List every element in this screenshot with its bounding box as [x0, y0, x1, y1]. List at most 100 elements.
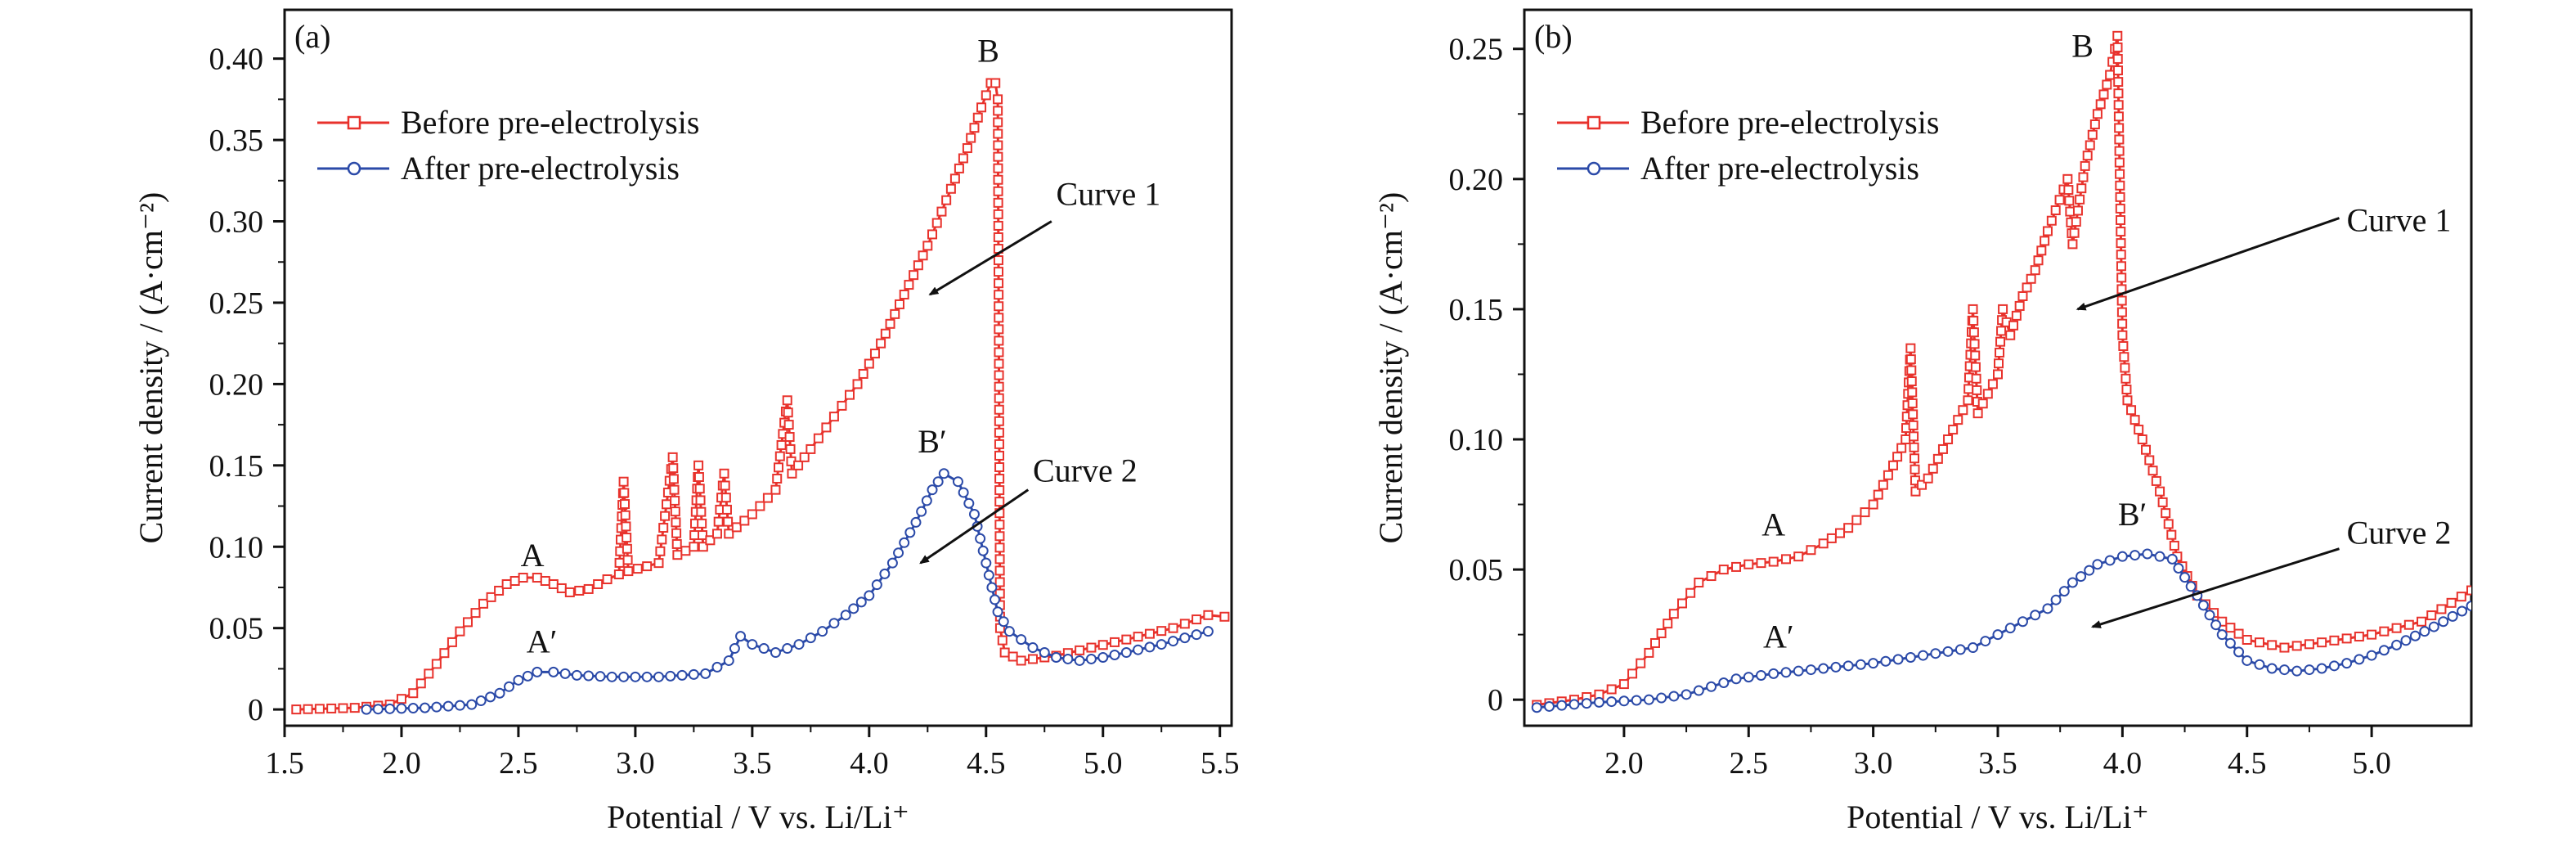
- data-point: [1062, 653, 1074, 664]
- data-point: [758, 643, 770, 655]
- data-point: [494, 687, 505, 699]
- data-point: [462, 617, 473, 628]
- data-point: [994, 520, 1005, 530]
- data-point: [1780, 667, 1792, 678]
- data-point: [2116, 272, 2127, 283]
- data-point: [994, 358, 1004, 369]
- data-point: [641, 671, 653, 682]
- data-point: [969, 123, 980, 133]
- data-point: [2112, 42, 2123, 52]
- data-point: [2116, 227, 2126, 237]
- data-point: [2197, 600, 2209, 611]
- data-point: [1953, 415, 1963, 425]
- data-point: [1968, 316, 1979, 326]
- data-point: [2378, 645, 2390, 656]
- data-point: [2391, 623, 2402, 633]
- data-point: [372, 704, 384, 715]
- data-point: [2242, 635, 2252, 645]
- data-point: [1963, 395, 1973, 406]
- data-point: [994, 301, 1004, 312]
- data-point: [972, 112, 983, 123]
- y-tick-label: 0.30: [209, 205, 264, 240]
- data-point: [1636, 658, 1646, 668]
- data-point: [2129, 550, 2141, 561]
- data-point: [2224, 637, 2236, 649]
- data-point: [963, 497, 975, 509]
- data-point: [671, 538, 682, 549]
- data-point: [2092, 559, 2103, 570]
- data-point: [772, 473, 783, 484]
- data-point: [2341, 633, 2352, 644]
- data-point: [338, 703, 348, 713]
- data-point: [1923, 473, 1933, 484]
- data-point: [1970, 350, 1981, 361]
- data-point: [1074, 655, 1085, 666]
- legend-entry-before: Before pre-electrolysis: [317, 104, 699, 141]
- data-point: [1806, 545, 1816, 556]
- data-point: [799, 452, 810, 462]
- series-after: [1531, 548, 2471, 713]
- data-point: [2036, 245, 2047, 256]
- data-point: [1958, 405, 1968, 416]
- data-point: [593, 578, 604, 589]
- data-point: [1972, 408, 1983, 419]
- data-point: [975, 533, 986, 544]
- data-point: [2157, 497, 2168, 507]
- data-point: [909, 270, 919, 281]
- data-point: [2233, 628, 2244, 639]
- data-point: [1980, 636, 1991, 647]
- data-point: [932, 476, 944, 488]
- data-point: [2085, 140, 2095, 151]
- data-point: [1606, 696, 1618, 708]
- data-point: [994, 588, 1005, 599]
- x-tick-label: 4.5: [2228, 746, 2267, 781]
- data-point: [2116, 214, 2126, 225]
- y-tick-label: 0.15: [1449, 293, 1504, 327]
- data-point: [2058, 586, 2070, 597]
- y-tick-label: 0.05: [209, 612, 264, 646]
- data-point: [994, 542, 1005, 553]
- data-point: [2115, 191, 2125, 202]
- data-point: [2114, 123, 2125, 133]
- data-point: [993, 128, 1003, 139]
- data-point: [2116, 307, 2127, 317]
- data-point: [993, 232, 1003, 242]
- data-point: [665, 670, 676, 682]
- data-point: [2134, 425, 2144, 435]
- data-point: [1097, 640, 1108, 650]
- data-point: [2304, 664, 2315, 676]
- data-point: [1097, 651, 1109, 663]
- data-point: [2105, 70, 2116, 80]
- data-point: [1901, 434, 1911, 444]
- data-point: [994, 450, 1005, 461]
- data-point: [2112, 65, 2123, 76]
- data-point: [2129, 415, 2140, 425]
- data-point: [966, 133, 976, 143]
- annotation-a: A: [521, 537, 545, 574]
- data-point: [2291, 665, 2303, 677]
- data-point: [993, 255, 1003, 266]
- data-point: [1133, 644, 1144, 655]
- data-point: [886, 557, 898, 569]
- data-point: [2428, 621, 2439, 632]
- data-point: [2210, 619, 2222, 631]
- panel-label: (a): [294, 18, 330, 55]
- data-point: [983, 569, 994, 581]
- data-point: [583, 670, 595, 682]
- data-point: [1668, 691, 1680, 702]
- data-point: [606, 671, 617, 682]
- data-point: [361, 704, 372, 715]
- data-point: [2092, 109, 2103, 119]
- data-point: [2204, 610, 2215, 621]
- data-point: [2161, 508, 2171, 519]
- data-point: [693, 460, 704, 470]
- x-tick-label: 2.5: [1730, 746, 1769, 781]
- data-point: [1954, 644, 1966, 655]
- x-tick-label: 3.0: [616, 746, 655, 781]
- data-point: [977, 545, 989, 556]
- data-point: [997, 635, 1008, 646]
- data-point: [1593, 696, 1604, 708]
- data-point: [655, 546, 666, 556]
- data-point: [2155, 486, 2165, 497]
